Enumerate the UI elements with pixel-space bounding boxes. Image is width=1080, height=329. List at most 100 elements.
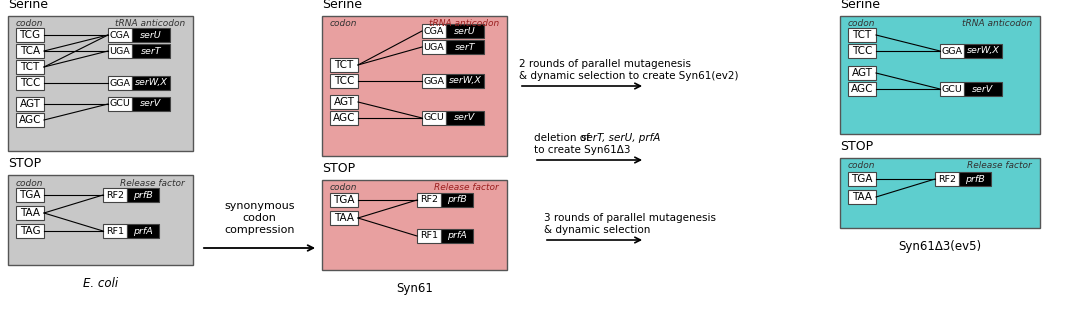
Text: codon: codon <box>16 19 43 29</box>
Text: RF2: RF2 <box>420 195 438 205</box>
Text: TCC: TCC <box>852 46 873 56</box>
Bar <box>935 172 959 186</box>
Text: Release factor: Release factor <box>120 179 185 188</box>
Bar <box>446 24 484 38</box>
Bar <box>330 95 357 109</box>
Bar <box>8 175 193 265</box>
Text: codon: codon <box>16 179 43 188</box>
Text: AGC: AGC <box>851 84 874 94</box>
Bar <box>132 44 170 58</box>
Text: tRNA anticodon: tRNA anticodon <box>962 19 1032 29</box>
Text: Syn61: Syn61 <box>396 282 433 295</box>
Text: AGC: AGC <box>333 113 355 123</box>
Text: prfB: prfB <box>133 190 153 199</box>
Text: prfA: prfA <box>133 226 153 236</box>
Text: synonymous
codon
compression: synonymous codon compression <box>225 201 295 235</box>
Text: serW,X: serW,X <box>967 46 999 56</box>
Bar <box>422 111 446 125</box>
Bar <box>16 224 44 238</box>
Text: RF1: RF1 <box>106 226 124 236</box>
Text: codon: codon <box>848 162 876 170</box>
Text: AGT: AGT <box>851 68 873 78</box>
Bar <box>322 16 507 156</box>
Bar <box>330 111 357 125</box>
Text: codon: codon <box>330 19 357 29</box>
Text: codon: codon <box>848 19 876 29</box>
Text: UGA: UGA <box>423 42 444 52</box>
Text: Release factor: Release factor <box>968 162 1032 170</box>
Text: Serine: Serine <box>8 0 48 11</box>
Text: TCT: TCT <box>335 60 353 70</box>
Bar <box>446 40 484 54</box>
Text: TAA: TAA <box>334 213 354 223</box>
Text: TAA: TAA <box>21 208 40 218</box>
Text: 2 rounds of parallel mutagenesis: 2 rounds of parallel mutagenesis <box>519 59 691 69</box>
Text: UGA: UGA <box>110 46 131 56</box>
Bar <box>108 44 132 58</box>
Bar <box>441 229 473 243</box>
Bar <box>940 82 964 96</box>
Text: serW,X: serW,X <box>135 79 167 88</box>
Bar <box>16 113 44 127</box>
Bar <box>16 206 44 220</box>
Text: STOP: STOP <box>322 162 355 175</box>
Bar <box>108 97 132 111</box>
Bar <box>422 24 446 38</box>
Text: serW,X: serW,X <box>448 77 482 86</box>
Text: TCC: TCC <box>334 76 354 86</box>
Bar <box>840 158 1040 228</box>
Bar <box>417 229 441 243</box>
Text: Release factor: Release factor <box>434 184 499 192</box>
Text: Syn61Δ3(ev5): Syn61Δ3(ev5) <box>899 240 982 253</box>
Text: TGA: TGA <box>334 195 354 205</box>
Text: E. coli: E. coli <box>83 277 118 290</box>
Bar <box>108 76 132 90</box>
Text: STOP: STOP <box>840 140 873 153</box>
Text: to create Syn61Δ3: to create Syn61Δ3 <box>534 145 631 155</box>
Bar <box>417 193 441 207</box>
Text: serV: serV <box>972 85 994 93</box>
Text: serV: serV <box>455 114 475 122</box>
Bar <box>840 16 1040 134</box>
Bar <box>422 40 446 54</box>
Bar <box>132 28 170 42</box>
Text: Serine: Serine <box>840 0 880 11</box>
Text: CGA: CGA <box>423 27 444 36</box>
Bar <box>422 74 446 88</box>
Text: RF2: RF2 <box>106 190 124 199</box>
Text: AGC: AGC <box>18 115 41 125</box>
Bar <box>8 16 193 151</box>
Text: serT: serT <box>140 46 161 56</box>
Bar <box>127 188 159 202</box>
Text: tRNA anticodon: tRNA anticodon <box>429 19 499 29</box>
Text: GCU: GCU <box>109 99 131 109</box>
Bar <box>16 188 44 202</box>
Bar <box>441 193 473 207</box>
Text: prfA: prfA <box>447 232 467 240</box>
Text: TCA: TCA <box>19 46 40 56</box>
Bar <box>16 28 44 42</box>
Bar <box>446 74 484 88</box>
Text: & dynamic selection to create Syn61(ev2): & dynamic selection to create Syn61(ev2) <box>519 71 739 81</box>
Text: TCT: TCT <box>852 30 872 40</box>
Text: STOP: STOP <box>8 157 41 170</box>
Text: TCC: TCC <box>19 78 40 88</box>
Text: TAG: TAG <box>19 226 40 236</box>
Text: GCU: GCU <box>423 114 445 122</box>
Bar <box>127 224 159 238</box>
Text: serT: serT <box>455 42 475 52</box>
Text: prfB: prfB <box>447 195 467 205</box>
Text: GGA: GGA <box>109 79 131 88</box>
Bar <box>848 44 876 58</box>
Text: GGA: GGA <box>942 46 962 56</box>
Bar <box>848 28 876 42</box>
Bar <box>330 74 357 88</box>
Text: serU: serU <box>140 31 162 39</box>
Bar <box>16 44 44 58</box>
Text: Serine: Serine <box>322 0 362 11</box>
Bar <box>16 97 44 111</box>
Bar <box>330 193 357 207</box>
Bar <box>330 58 357 72</box>
Text: & dynamic selection: & dynamic selection <box>544 225 650 235</box>
Bar <box>964 44 1002 58</box>
